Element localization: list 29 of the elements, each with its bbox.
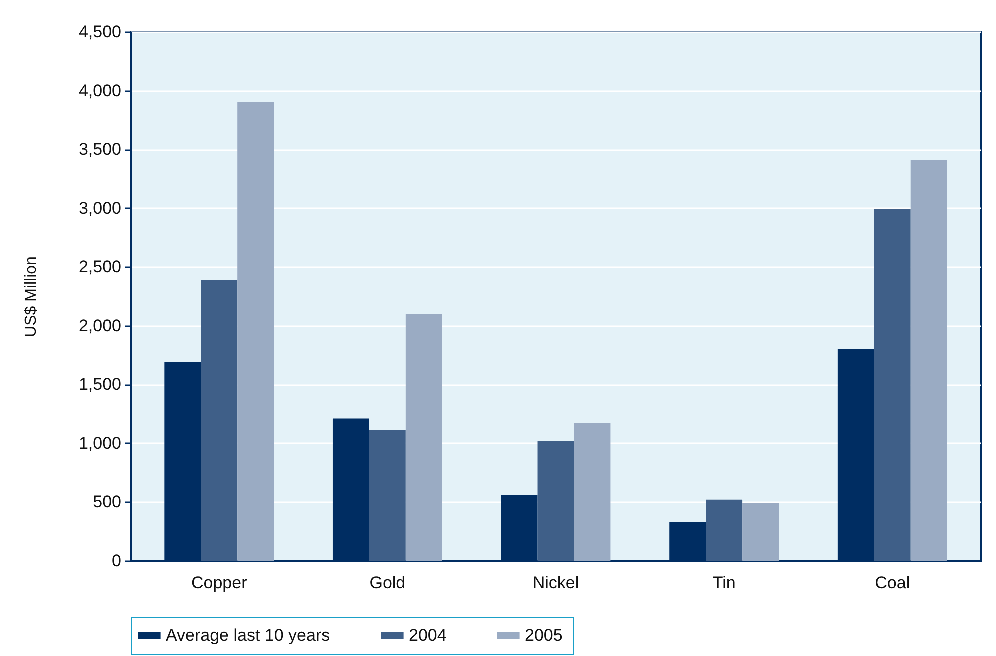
y-tick-label: 1,500 bbox=[78, 375, 122, 394]
x-tick-label: Nickel bbox=[532, 574, 580, 592]
legend-label: 2005 bbox=[525, 626, 563, 645]
bar bbox=[706, 500, 743, 561]
legend-label: 2004 bbox=[409, 626, 447, 645]
bar bbox=[238, 102, 274, 561]
x-tick-label: Gold bbox=[370, 574, 406, 592]
y-tick-label: 3,000 bbox=[78, 198, 122, 218]
bar bbox=[538, 441, 574, 561]
x-tick-label: Coal bbox=[875, 574, 910, 592]
y-tick-label: 2,000 bbox=[78, 316, 122, 336]
bar bbox=[574, 423, 611, 561]
y-tick-label: 500 bbox=[93, 492, 122, 512]
y-tick-label: 2,500 bbox=[78, 258, 122, 277]
y-tick-label: 4,500 bbox=[78, 22, 122, 42]
y-axis-title: US$ Million bbox=[22, 256, 40, 338]
x-tick-label: Copper bbox=[191, 574, 248, 592]
bar bbox=[910, 160, 948, 561]
bar bbox=[201, 280, 238, 561]
y-tick-label: 1,000 bbox=[78, 434, 122, 453]
bar bbox=[406, 314, 442, 561]
bar bbox=[874, 210, 911, 561]
y-tick-label: 3,500 bbox=[78, 140, 122, 160]
bar bbox=[742, 503, 780, 561]
y-tick-label: 4,000 bbox=[78, 81, 122, 100]
y-tick-label: 0 bbox=[112, 552, 122, 570]
bar bbox=[369, 430, 406, 561]
legend-label: Average last 10 years bbox=[166, 626, 330, 645]
x-tick-label: Tin bbox=[712, 574, 736, 592]
